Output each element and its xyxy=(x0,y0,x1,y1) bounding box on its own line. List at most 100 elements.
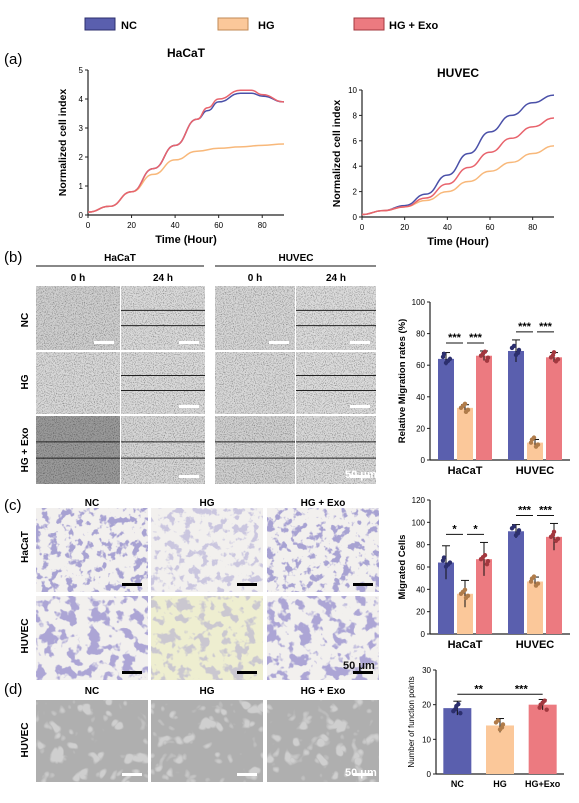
scale-bar xyxy=(122,773,142,776)
scale-bar xyxy=(350,341,370,344)
micrograph-b-r1-c1 xyxy=(121,352,205,414)
col-label-c-hgexo: HG + Exo xyxy=(301,498,346,509)
data-point xyxy=(458,405,464,411)
y-tick-label: 100 xyxy=(412,298,426,307)
micrograph-c-r0-c2 xyxy=(267,508,379,592)
bar-chart-function-points: 0 10 20 30 Number of function points NC HG HG+E… xyxy=(407,666,564,789)
micrograph-c-r1-c2 xyxy=(267,596,379,680)
data-point xyxy=(458,591,464,596)
x-tick-label: 40 xyxy=(171,221,180,230)
y-tick-label: 20 xyxy=(416,608,425,617)
scale-bar xyxy=(179,341,199,344)
x-tick-label: 80 xyxy=(258,221,267,230)
y-tick-label: 20 xyxy=(416,424,425,433)
legend-swatch-hgexo xyxy=(353,17,385,31)
legend-label-hg: HG xyxy=(258,20,275,32)
image-texture xyxy=(151,700,263,782)
data-point xyxy=(458,710,463,716)
legend-item-hgexo: HG + Exo xyxy=(353,17,438,32)
significance-label: *** xyxy=(469,332,483,344)
time-label-hacat-0h: 0 h xyxy=(71,273,85,284)
bar-0 xyxy=(443,708,472,774)
micrograph-b-r0-c3 xyxy=(296,286,376,350)
time-label-huvec-24h: 24 h xyxy=(326,273,346,284)
significance-label: ** xyxy=(474,683,483,695)
data-point xyxy=(441,555,447,560)
data-point xyxy=(538,702,543,707)
image-texture xyxy=(296,352,376,414)
bar-huvec-1 xyxy=(527,581,543,634)
y-tick-label: 3 xyxy=(79,124,84,133)
image-texture xyxy=(151,596,263,680)
legend-item-nc: NC xyxy=(84,17,137,32)
y-tick-label: 40 xyxy=(416,585,425,594)
category-label: HaCaT xyxy=(448,639,483,651)
y-tick-label: 5 xyxy=(79,66,84,75)
image-texture xyxy=(36,596,148,680)
significance-label: * xyxy=(452,523,457,535)
significance-label: *** xyxy=(515,683,529,695)
category-label: NC xyxy=(451,779,464,789)
image-texture xyxy=(215,286,295,350)
panel-label-c: (c) xyxy=(4,497,22,514)
scale-text-c: 50 μm xyxy=(343,660,375,672)
micrograph-c-r0-c1 xyxy=(151,508,263,592)
data-point xyxy=(529,576,535,581)
y-tick-label: 20 xyxy=(422,701,431,710)
data-point xyxy=(551,529,557,535)
y-tick-label: 2 xyxy=(79,153,84,162)
legend-swatch-hg xyxy=(217,17,249,31)
line-chart-huvec: 0 20 40 60 80 0 2 4 6 8 10 HUVEC Time (Hour) Normaliz… xyxy=(331,66,555,248)
panel-label-d: (d) xyxy=(4,681,22,698)
data-point xyxy=(443,564,449,569)
series-line-hg xyxy=(361,145,555,216)
scale-bar xyxy=(353,583,373,586)
image-texture xyxy=(267,508,379,592)
image-texture xyxy=(36,508,148,592)
row-label-c-huvec: HUVEC xyxy=(20,618,31,653)
x-tick-label: 20 xyxy=(127,221,136,230)
image-texture xyxy=(121,416,205,484)
bar-huvec-2 xyxy=(546,536,562,634)
data-point xyxy=(533,444,539,449)
data-point xyxy=(451,708,456,714)
y-tick-label: 80 xyxy=(416,541,425,550)
significance-label: *** xyxy=(518,504,532,516)
scale-bar xyxy=(269,341,289,344)
y-tick-label: 0 xyxy=(421,630,426,639)
micrograph-b-r2-c0 xyxy=(36,416,120,484)
panel-label-a: (a) xyxy=(4,51,22,68)
line-chart-hacat: 0 20 40 60 80 0 1 2 3 4 5 HaCaT Time (Hour) Normalize… xyxy=(57,46,285,246)
scale-bar xyxy=(237,583,257,586)
scale-bar xyxy=(353,773,373,776)
scale-bar xyxy=(122,671,142,674)
data-point xyxy=(533,583,539,588)
bar-hacat-1 xyxy=(457,593,473,634)
image-texture xyxy=(296,416,376,484)
micrograph-d-c0 xyxy=(36,700,148,782)
y-tick-label: 100 xyxy=(412,518,426,527)
bar-hacat-1 xyxy=(457,407,473,460)
y-tick-label: 60 xyxy=(416,563,425,572)
image-texture xyxy=(36,286,120,350)
data-point xyxy=(513,533,519,538)
image-texture xyxy=(215,352,295,414)
significance-label: *** xyxy=(518,321,532,333)
data-point xyxy=(478,556,484,562)
time-label-huvec-0h: 0 h xyxy=(248,273,262,284)
panel-label-b: (b) xyxy=(4,249,22,266)
micrograph-c-r1-c1 xyxy=(151,596,263,680)
legend-swatch-nc xyxy=(84,17,116,31)
row-label-nc: NC xyxy=(20,313,31,327)
scale-bar xyxy=(353,671,373,674)
data-point xyxy=(516,347,522,353)
image-texture xyxy=(36,352,120,414)
scratch-assay-images: HaCaT HUVEC 0 h 24 h 0 h 24 h NC HG HG +… xyxy=(20,253,377,484)
data-point xyxy=(516,528,522,533)
y-axis-label: Normalized cell index xyxy=(57,89,69,197)
data-point xyxy=(443,360,449,366)
col-label-c-nc: NC xyxy=(85,498,99,509)
group-header-hacat: HaCaT xyxy=(104,253,136,264)
micrograph-b-r2-c1 xyxy=(121,416,205,484)
